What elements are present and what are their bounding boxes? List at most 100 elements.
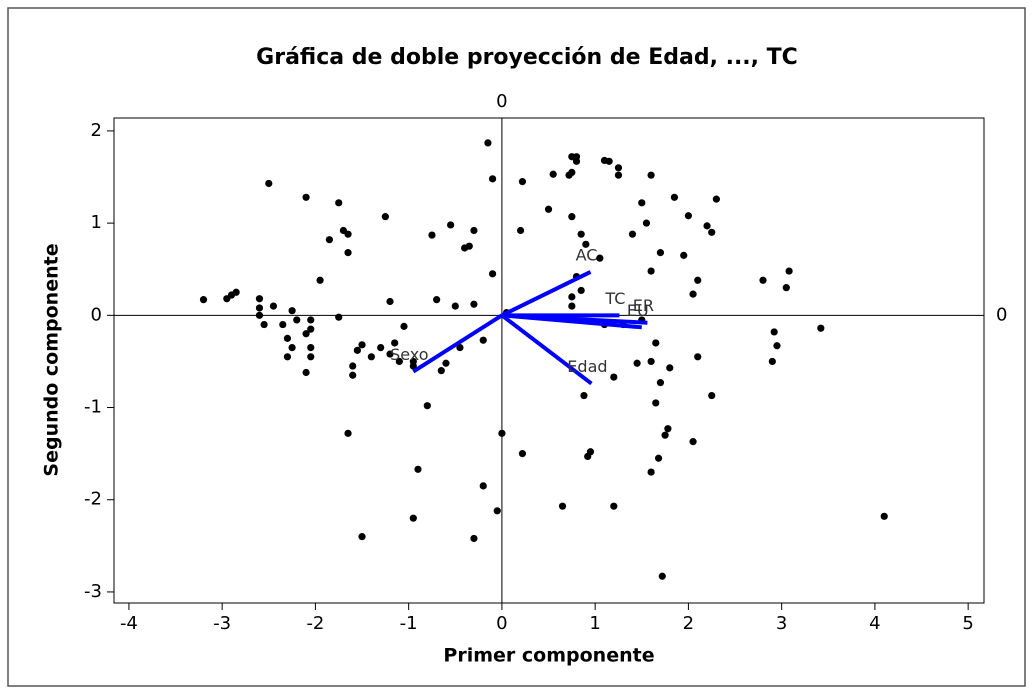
point [381,213,389,221]
point [335,199,343,207]
y-axis-label: Segundo componente [41,243,63,476]
point [451,302,459,310]
point [614,171,623,179]
point [580,391,588,400]
point [386,297,394,306]
point [255,295,264,303]
point [577,230,585,238]
loading-vector [412,313,503,374]
loading-vector [501,270,592,318]
point [817,324,825,332]
point [470,534,478,543]
point [568,213,576,221]
point [199,296,208,304]
point [349,371,357,379]
point [479,482,487,490]
point [447,221,455,229]
point [684,212,693,220]
point [344,429,352,437]
vector-label: ER [633,296,654,315]
point [349,362,357,370]
point [647,171,655,179]
point [325,236,334,244]
x-tick-label: 2 [683,613,694,634]
point [770,328,778,336]
point [283,353,292,361]
point [549,170,557,178]
point [265,179,273,188]
point [654,454,663,462]
point [307,343,315,352]
y-tick-label: -2 [84,489,102,510]
point [610,502,618,510]
point [596,254,604,262]
plot-frame [113,117,985,604]
point [386,350,394,358]
point [642,219,651,227]
point [694,276,702,284]
point [518,450,527,458]
vector-label: Edad [567,357,607,376]
point [658,572,666,580]
point [437,367,445,375]
point [586,448,595,456]
point [255,311,264,319]
point [610,373,618,381]
point [344,249,352,257]
point [498,429,506,437]
point [302,368,310,377]
point [670,193,679,201]
point [358,341,366,349]
point [279,320,287,329]
loading-vector [500,313,593,386]
point [773,342,781,350]
y-tick-label: 1 [91,212,102,233]
x-tick-label: -3 [213,613,231,634]
point [568,168,576,177]
point [288,307,296,315]
x-axis-label: Primer componente [443,645,654,667]
y-tick-label: 2 [91,120,102,141]
point [307,353,315,361]
point [633,359,641,367]
point [568,302,576,310]
x-tick-label: 4 [869,613,880,634]
point [572,157,581,165]
x-tick-label: 1 [589,613,600,634]
point [518,178,527,186]
y-tick-label: 0 [91,304,102,325]
point [465,242,473,250]
point [307,325,315,333]
point [423,402,431,410]
point [666,364,674,372]
point [367,353,375,361]
point [708,228,716,236]
point [661,431,669,439]
point [302,193,310,201]
x-tick-label: -4 [120,613,138,634]
x-tick-label: -2 [306,613,324,634]
point [456,343,464,352]
point [493,507,501,515]
x-tick-label: 0 [496,613,507,634]
point [232,288,240,296]
point [656,379,665,387]
loading-vector [501,313,642,330]
point [647,468,655,476]
point [759,276,767,284]
x-tick-label: 3 [776,613,787,634]
point [568,293,576,301]
vector-label: Sexo [390,345,428,364]
point [409,362,417,370]
point [414,465,422,473]
point [647,357,655,366]
point [470,226,478,235]
point [488,270,497,278]
point [577,286,585,295]
point [880,512,888,520]
point [479,336,487,344]
y-tick-label: -3 [84,581,102,602]
point [484,139,492,147]
chart-title: Gráfica de doble proyección de Edad, ...… [256,45,798,70]
point [307,316,315,324]
